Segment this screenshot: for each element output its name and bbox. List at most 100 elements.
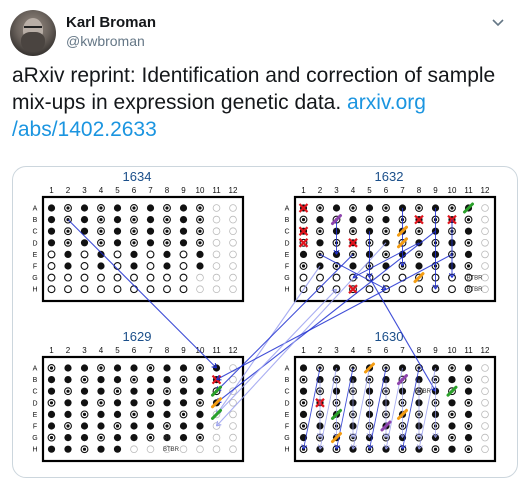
- swap-arrow: [216, 254, 354, 392]
- well-filled: [130, 387, 138, 395]
- well-empty: [229, 445, 237, 454]
- within-plate-arrow: [319, 253, 387, 290]
- swap-marker: [211, 385, 222, 397]
- well-filled: [196, 422, 204, 430]
- column-label: 2: [66, 346, 71, 355]
- column-label: 7: [148, 346, 153, 355]
- shift-arrow: [303, 367, 321, 450]
- well-dot: [99, 218, 103, 222]
- well-dot: [132, 241, 136, 245]
- well-filled: [80, 239, 89, 247]
- column-label: 1: [49, 346, 54, 355]
- well-dot: [450, 206, 454, 210]
- well-dot: [66, 424, 70, 428]
- well-filled: [80, 364, 89, 372]
- well-dot: [165, 424, 169, 428]
- swap-marker: [380, 420, 392, 432]
- well-dot: [132, 378, 136, 382]
- row-label: G: [284, 435, 289, 442]
- well-label: B6: [163, 436, 171, 442]
- column-label: 5: [115, 346, 120, 355]
- error-x-mark: [298, 203, 309, 213]
- swap-marker: [397, 237, 408, 249]
- chevron-down-icon[interactable]: [490, 14, 506, 30]
- well-empty: [229, 285, 237, 293]
- author-name[interactable]: Karl Broman: [66, 14, 157, 31]
- well-filled: [382, 216, 390, 224]
- well-label: BTBR: [466, 287, 483, 293]
- well-filled: [97, 422, 105, 430]
- well-filled: [97, 387, 105, 395]
- well-filled: [146, 387, 155, 395]
- well-dot: [466, 447, 471, 451]
- well-dot: [99, 229, 103, 233]
- well-filled: [464, 387, 473, 395]
- column-label: 1: [301, 186, 306, 195]
- swap-marker: [397, 374, 408, 386]
- row-label: E: [285, 252, 290, 259]
- column-label: 11: [212, 346, 221, 355]
- well-dot: [384, 229, 388, 233]
- author-handle[interactable]: @kwbroman: [66, 33, 145, 49]
- shift-arrow-head: [432, 433, 439, 438]
- column-label: 2: [318, 346, 323, 355]
- well-dot: [198, 366, 202, 370]
- tweet-line-2: mix-ups in expression genetic data. arxi…: [12, 89, 512, 116]
- row-label: E: [33, 412, 38, 419]
- column-label: 2: [66, 186, 71, 195]
- well-filled: [113, 399, 122, 407]
- column-label: 8: [417, 186, 422, 195]
- row-label: D: [284, 240, 289, 247]
- row-label: F: [33, 424, 37, 431]
- well-label: BTBR: [415, 389, 432, 395]
- well-filled: [163, 376, 171, 384]
- well-filled: [299, 364, 308, 372]
- well-dot: [132, 412, 136, 416]
- well-empty: [481, 387, 489, 396]
- column-label: 11: [464, 186, 473, 195]
- column-label: 7: [148, 186, 153, 195]
- within-plate-arrow-head: [333, 249, 340, 255]
- author-avatar[interactable]: [10, 10, 56, 56]
- well-empty: [212, 262, 221, 270]
- well-empty: [481, 239, 489, 247]
- well-empty: [146, 445, 155, 454]
- tweet-media-image[interactable]: 1634 1 2 3 4 5 6 7 8 9 10 11 12 A B C D E F G H 1632 1 2 3 4 5 6 7 8 9…: [12, 166, 518, 478]
- well-filled: [113, 204, 122, 212]
- well-ring: [97, 285, 105, 294]
- well-dot: [115, 424, 120, 428]
- well-filled: [179, 216, 188, 224]
- well-filled: [130, 250, 138, 258]
- well-filled: [316, 216, 324, 224]
- well-empty: [481, 399, 489, 407]
- tweet-link-part1[interactable]: arxiv.org: [347, 91, 426, 114]
- well-filled: [464, 410, 473, 418]
- well-empty: [481, 285, 489, 293]
- well-filled: [196, 376, 204, 384]
- well-filled: [47, 445, 56, 453]
- well-filled: [47, 216, 56, 224]
- tweet-link-part2[interactable]: /abs/1402.2633: [12, 118, 157, 141]
- plate-frame: [293, 355, 497, 463]
- well-ring: [113, 285, 122, 294]
- well-dot: [301, 424, 306, 428]
- well-empty: [229, 273, 237, 282]
- swap-marker: [397, 225, 408, 237]
- column-label: 4: [351, 346, 356, 355]
- well-dot: [301, 218, 306, 222]
- well-filled: [113, 445, 122, 453]
- row-label: A: [33, 366, 38, 373]
- well-filled: [196, 250, 204, 258]
- row-label: C: [32, 229, 37, 236]
- row-label: A: [33, 206, 38, 213]
- well-ring: [97, 273, 105, 282]
- plate-title-1630: 1630: [375, 329, 404, 344]
- well-dot: [384, 206, 388, 210]
- column-label: 3: [334, 186, 339, 195]
- row-label: G: [284, 275, 289, 282]
- well-filled: [146, 216, 155, 224]
- column-label: 8: [417, 346, 422, 355]
- shift-arrow-head: [367, 444, 374, 450]
- well-filled: [64, 250, 72, 258]
- well-dot: [181, 412, 186, 416]
